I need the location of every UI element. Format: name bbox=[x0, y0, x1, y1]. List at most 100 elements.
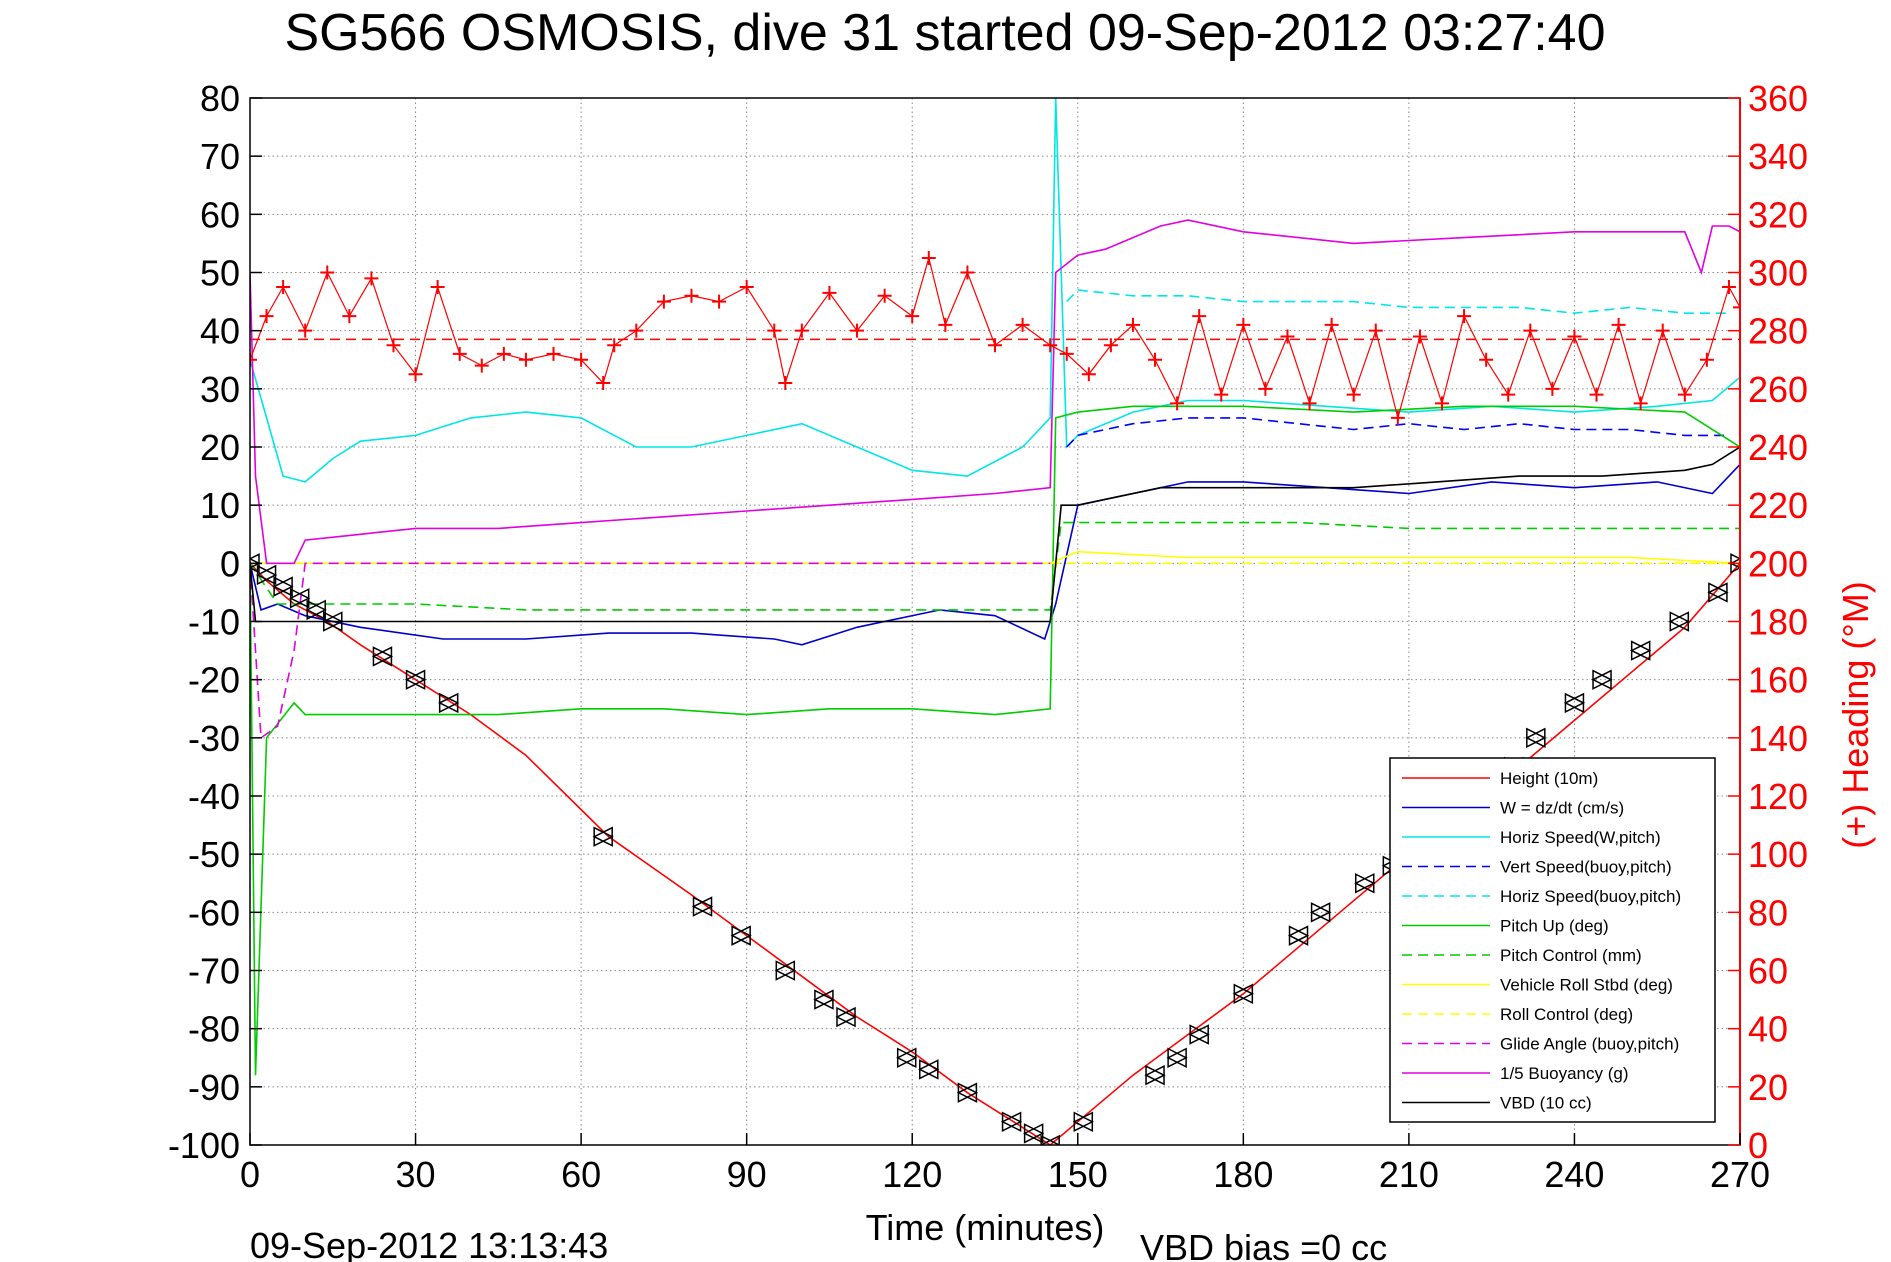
y-tick-label: 0 bbox=[220, 543, 240, 584]
depth-marker-left bbox=[1707, 582, 1728, 603]
heading-marker bbox=[1258, 381, 1273, 396]
heading-marker bbox=[386, 338, 401, 353]
heading-marker bbox=[596, 376, 611, 391]
series-line-5 bbox=[250, 405, 1740, 1076]
heading-marker bbox=[364, 271, 379, 286]
heading-marker bbox=[1081, 367, 1096, 382]
y-tick-label: -80 bbox=[188, 1009, 240, 1050]
depth-marker-left bbox=[1039, 1134, 1060, 1145]
heading-marker bbox=[474, 358, 489, 373]
series-line-3 bbox=[1066, 417, 1729, 448]
series-line-1 bbox=[250, 463, 1740, 646]
legend-label: W = dz/dt (cm/s) bbox=[1500, 799, 1624, 818]
depth-marker-left bbox=[437, 692, 459, 714]
legend-label: Horiz Speed(W,pitch) bbox=[1500, 828, 1661, 847]
chart-title: SG566 OSMOSIS, dive 31 started 09-Sep-20… bbox=[284, 4, 1605, 62]
y-tick-label: -40 bbox=[188, 776, 240, 817]
y-tick-label: 10 bbox=[200, 485, 240, 526]
x-tick-label: 270 bbox=[1710, 1154, 1770, 1195]
depth-marker-left bbox=[896, 1047, 917, 1068]
x-tick-label: 180 bbox=[1213, 1154, 1273, 1195]
heading-marker bbox=[629, 323, 644, 338]
y2-tick-label: 300 bbox=[1748, 253, 1808, 294]
heading-marker bbox=[988, 338, 1002, 353]
depth-marker-left bbox=[813, 989, 834, 1010]
heading-marker bbox=[574, 352, 589, 367]
x-tick-label: 210 bbox=[1379, 1154, 1439, 1195]
legend-label: Vert Speed(buoy,pitch) bbox=[1500, 858, 1672, 877]
heading-marker bbox=[1567, 329, 1582, 344]
y-tick-label: -100 bbox=[168, 1125, 240, 1166]
heading-marker bbox=[656, 294, 671, 309]
depth-marker-left bbox=[1072, 1111, 1094, 1132]
y2-tick-label: 360 bbox=[1748, 78, 1808, 119]
heading-marker bbox=[1324, 317, 1339, 332]
heading-marker bbox=[452, 346, 467, 361]
depth-marker-left bbox=[255, 564, 277, 586]
legend-label: VBD (10 cc) bbox=[1500, 1094, 1592, 1113]
depth-marker-left bbox=[1354, 873, 1375, 894]
legend: Height (10m) W = dz/dt (cm/s) Horiz Speed(… bbox=[1389, 757, 1716, 1123]
depth-marker-left bbox=[835, 1006, 856, 1028]
y2-tick-label: 320 bbox=[1748, 194, 1808, 235]
y-tick-label: -50 bbox=[188, 834, 240, 875]
y-tick-label: -20 bbox=[188, 660, 240, 701]
y-tick-label: 70 bbox=[200, 136, 240, 177]
heading-marker bbox=[1523, 323, 1538, 338]
heading-marker bbox=[607, 338, 622, 353]
heading-marker bbox=[1280, 329, 1295, 344]
y2-tick-label: 180 bbox=[1748, 602, 1808, 643]
heading-marker bbox=[921, 250, 936, 265]
heading-marker bbox=[794, 323, 809, 338]
depth-marker-left bbox=[1309, 902, 1331, 923]
depth-marker-left bbox=[1166, 1047, 1187, 1068]
heading-marker bbox=[408, 367, 423, 382]
heading-marker bbox=[1015, 317, 1030, 332]
heading-marker bbox=[767, 323, 782, 338]
y-tick-label: -60 bbox=[188, 892, 240, 933]
heading-marker bbox=[938, 317, 953, 332]
legend-label: Roll Control (deg) bbox=[1500, 1005, 1633, 1024]
legend-label: Vehicle Roll Stbd (deg) bbox=[1500, 976, 1673, 995]
heading-marker bbox=[905, 309, 920, 324]
x-tick-label: 30 bbox=[396, 1154, 436, 1195]
heading-marker bbox=[1501, 387, 1516, 402]
heading-marker bbox=[1457, 309, 1472, 324]
heading-marker bbox=[960, 265, 975, 280]
depth-marker-left bbox=[1629, 640, 1651, 661]
y-tick-label: 80 bbox=[200, 78, 240, 119]
x-tick-label: 240 bbox=[1544, 1154, 1604, 1195]
x-tick-label: 60 bbox=[561, 1154, 601, 1195]
y-tick-label: 40 bbox=[200, 311, 240, 352]
depth-marker-left bbox=[1144, 1064, 1165, 1086]
depth-marker-left bbox=[288, 588, 310, 609]
y2-tick-label: 220 bbox=[1748, 485, 1808, 526]
legend-label: 1/5 Buoyancy (g) bbox=[1500, 1064, 1629, 1083]
series-line-11 bbox=[250, 446, 1740, 623]
heading-marker bbox=[1677, 387, 1692, 402]
series-line-2 bbox=[250, 98, 1740, 483]
footer-vbd-bias: VBD bias =0 cc bbox=[1140, 1227, 1387, 1262]
heading-marker bbox=[1103, 338, 1118, 353]
depth-marker-left bbox=[691, 896, 713, 917]
y2-tick-label: 340 bbox=[1748, 136, 1808, 177]
legend-box bbox=[1389, 757, 1716, 1123]
y2-tick-label: 140 bbox=[1748, 718, 1808, 759]
x-axis-label: Time (minutes) bbox=[866, 1207, 1105, 1248]
y2-tick-label: 60 bbox=[1748, 951, 1788, 992]
y-tick-label: 30 bbox=[200, 369, 240, 410]
heading-marker bbox=[1733, 300, 1740, 315]
heading-marker bbox=[778, 376, 793, 391]
series-line-4 bbox=[1066, 289, 1729, 315]
heading-marker bbox=[430, 280, 445, 295]
x-axis-ticks: 0 30 60 90 120 150 180 210 240 270 bbox=[240, 1133, 1770, 1195]
y2-tick-label: 40 bbox=[1748, 1009, 1788, 1050]
heading-marker bbox=[850, 323, 865, 338]
heading-marker bbox=[684, 288, 699, 303]
y-tick-label: -90 bbox=[188, 1067, 240, 1108]
x-tick-label: 0 bbox=[240, 1154, 260, 1195]
heading-marker bbox=[1545, 381, 1560, 396]
heading-marker bbox=[1368, 323, 1383, 338]
y2-tick-label: 120 bbox=[1748, 776, 1808, 817]
heading-marker bbox=[739, 280, 754, 295]
